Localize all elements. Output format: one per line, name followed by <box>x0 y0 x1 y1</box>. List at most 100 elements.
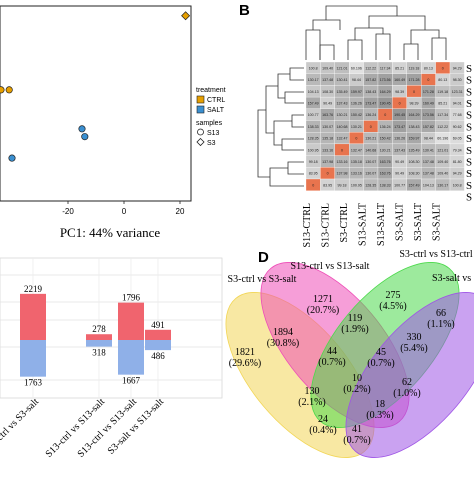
bar-category-label: S3-ctrl vs S3-salt <box>0 396 41 453</box>
pca-x-tick-label: 20 <box>176 207 185 216</box>
row-dendrogram <box>257 67 304 187</box>
heatmap-column-label: S3-CTRL <box>339 203 350 242</box>
venn-set-shape <box>345 292 474 458</box>
venn-region-label: 1821 (29.6%) <box>229 347 262 369</box>
bar-value-label-lower: 318 <box>92 348 106 358</box>
pca-panel: -20 0 20 PC1: 44% variance treatment CTRL … <box>0 5 226 240</box>
legend-label-s3: S3 <box>207 140 216 147</box>
venn-set-label: S3-ctrl vs S13-ctrl <box>399 249 473 260</box>
heatmap-cell-value: 128.35 <box>308 137 319 141</box>
bar-value-label-lower: 1763 <box>24 378 43 388</box>
dendrogram-branch <box>281 138 304 151</box>
heatmap-column-label: S13-CTRL <box>321 203 332 247</box>
venn-shapes <box>225 262 474 458</box>
bar-value-label-lower: 486 <box>151 351 165 361</box>
heatmap-cell-value: 0 <box>384 113 386 117</box>
venn-region-label: 62 (1.0%) <box>393 377 421 399</box>
heatmap-cell-value: 138.33 <box>308 125 319 129</box>
panel-label-b: B <box>239 2 250 19</box>
heatmap-cell-value: 130.21 <box>380 148 391 152</box>
heatmap-cell-value: 100.8 <box>453 183 462 187</box>
legend-label-salt: SALT <box>207 107 225 114</box>
heatmap-cell-value: 94.01 <box>453 101 462 105</box>
venn-set-label: S3-ctrl vs S3-salt <box>228 274 297 285</box>
dendrogram-branch <box>273 120 292 146</box>
venn-region-label: 24 (0.4%) <box>309 414 337 436</box>
heatmap-cell-value: 164.29 <box>409 113 420 117</box>
pca-point-circle <box>78 125 86 133</box>
dendrogram-branch <box>269 167 288 187</box>
legend-label-ctrl: CTRL <box>207 97 225 104</box>
heatmap-cell-value: 130.21 <box>365 137 376 141</box>
heatmap-row-label: S <box>466 86 472 98</box>
heatmap-column-label: S3-SALT <box>395 203 406 241</box>
bar-x-labels: S3-ctrl vs S3-salt S13-ctrl vs S13-saltS1… <box>0 396 166 460</box>
heatmap-row-label: S <box>466 156 472 168</box>
venn-region-label: 1894 (30.8%) <box>267 327 300 349</box>
heatmap-cell-value: 94.29 <box>453 172 462 176</box>
heatmap-cell-value: 0 <box>312 183 314 187</box>
column-dendrogram <box>305 5 447 60</box>
heatmap-cell-value: 77.68 <box>453 113 462 117</box>
dendrogram-branch <box>287 161 304 175</box>
heatmap-cell-value: 157.82 <box>365 78 376 82</box>
heatmap-cell-value: 98.44 <box>424 137 433 141</box>
heatmap-cell-value: 136.26 <box>351 101 362 105</box>
heatmap-cell-value: 100.95 <box>351 183 362 187</box>
heatmap-cell-value: 173.47 <box>365 101 376 105</box>
bar-marks: 2219 1763 278 318 1796 1667 491 486 <box>20 284 171 388</box>
heatmap-cell-value: 100.95 <box>308 148 319 152</box>
heatmap-cell-value: 160.49 <box>423 101 434 105</box>
heatmap-cell-value: 137.98 <box>337 172 348 176</box>
heatmap-row-label: S <box>466 145 472 157</box>
heatmap-cell-value: 119.18 <box>437 90 448 94</box>
heatmap-row-label: S <box>466 110 472 122</box>
heatmap-cell-value: 135.49 <box>337 90 348 94</box>
heatmap-cell-value: 130.07 <box>322 125 333 129</box>
heatmap-cell-value: 136.24 <box>365 113 376 117</box>
heatmap-cell-value: 136.24 <box>380 125 391 129</box>
bar-value-label-upper: 491 <box>151 320 165 330</box>
venn-region-label: 330 (5.4%) <box>400 332 428 354</box>
heatmap-cell-value: 108.30 <box>409 160 420 164</box>
heatmap-cell-value: 140.68 <box>337 125 348 129</box>
pca-point-circle <box>81 133 89 141</box>
heatmap-cell-value: 130.41 <box>423 148 434 152</box>
pca-plot-frame <box>0 5 192 202</box>
heatmap-column-label: S13-SALT <box>358 203 369 246</box>
heatmap-cell-value: 98.30 <box>453 78 462 82</box>
heatmap-cell <box>449 178 465 191</box>
heatmap-row-label: S <box>466 133 472 145</box>
heatmap-cell-value: 100.77 <box>308 113 319 117</box>
dendrogram-branch <box>284 91 304 104</box>
dendrogram-branch <box>347 39 363 60</box>
heatmap-cell-value: 60.196 <box>351 66 362 70</box>
dendrogram-branch <box>289 67 304 81</box>
legend-samples-title: samples <box>196 120 223 127</box>
heatmap-cell-value: 83.95 <box>309 172 318 176</box>
heatmap-cell-value: 0 <box>413 90 415 94</box>
bar-segment-upper <box>145 329 171 340</box>
heatmap-cell-value: 90.49 <box>323 101 332 105</box>
heatmap-cell-value: 83.95 <box>323 183 332 187</box>
dendrogram-branch <box>291 114 304 128</box>
heatmap-cell-value: 130.17 <box>437 183 448 187</box>
heatmap-cell-value: 135.18 <box>351 160 362 164</box>
pca-x-tick-label: 0 <box>122 207 127 216</box>
heatmap-cell-value: 0 <box>341 148 343 152</box>
dendrogram-branch <box>410 29 440 44</box>
venn-region-label: 1271 (20.7%) <box>307 294 340 316</box>
heatmap-cell-value: 159.97 <box>409 137 420 141</box>
heatmap-cell-value: 135.49 <box>409 148 420 152</box>
heatmap-cell-value: 80.13 <box>438 78 447 82</box>
heatmap-cell-value: 117.34 <box>380 66 391 70</box>
heatmap-cell-value: 132.47 <box>351 148 362 152</box>
heatmap-cell-value: 159.97 <box>351 90 362 94</box>
bar-segment-lower <box>118 340 144 375</box>
venn-region-labels: 1821 (29.6%) 1271 (20.7%) 275 (4.5%) 66 (1.1%) 1… <box>229 290 455 446</box>
heatmap-cell-value: 137.48 <box>423 160 434 164</box>
heatmap-panel: B 100.8 109.40 121.01 60.196 112.22 117.34 85.… <box>239 2 472 247</box>
heatmap-cell-value: 90.62 <box>453 125 462 129</box>
bar-segment-upper <box>20 293 46 340</box>
pca-x-axis-label: PC1: 44% variance <box>60 225 161 240</box>
